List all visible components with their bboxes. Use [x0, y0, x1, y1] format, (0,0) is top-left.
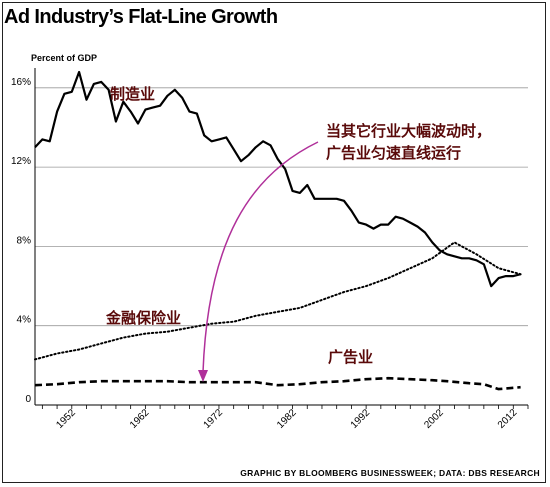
annotations: 制造业 金融保险业 广告业 当其它行业大幅波动时， 广告业匀速直线运行 [105, 85, 491, 366]
y-tick-label: 8% [17, 235, 32, 246]
source-credit: GRAPHIC BY BLOOMBERG BUSINESSWEEK; DATA:… [240, 468, 540, 478]
x-tick-label: 2002 [422, 407, 446, 431]
arrow-head [198, 370, 208, 382]
x-tick-label: 1982 [275, 407, 299, 431]
annotation-finance: 金融保险业 [105, 309, 181, 327]
x-tick-label: 2012 [496, 407, 520, 431]
x-tick-label: 1952 [54, 407, 78, 431]
y-tick-label: 12% [11, 156, 31, 167]
x-tick-label: 1972 [202, 407, 226, 431]
chart-title: Ad Industry’s Flat-Line Growth [4, 6, 278, 28]
series-layer [34, 70, 522, 391]
y-tick-label: 0 [25, 394, 31, 405]
series-line-solid [34, 70, 521, 288]
grid [35, 87, 528, 327]
y-tick-label: 4% [17, 315, 32, 326]
x-tick-label: 1992 [349, 407, 373, 431]
annotation-note-line2: 广告业匀速直线运行 [326, 144, 461, 162]
arrow-curve [202, 141, 319, 373]
series-line-dashed [34, 376, 521, 391]
annotation-arrow [198, 141, 319, 382]
annotation-manufacturing: 制造业 [110, 85, 155, 103]
y-axis-label: Percent of GDP [31, 53, 98, 63]
series-line-dotted [34, 241, 522, 361]
y-tick-label: 16% [11, 77, 31, 88]
annotation-advertising: 广告业 [328, 348, 373, 366]
x-tick-label: 1962 [128, 407, 152, 431]
annotation-note-line1: 当其它行业大幅波动时， [326, 122, 491, 140]
